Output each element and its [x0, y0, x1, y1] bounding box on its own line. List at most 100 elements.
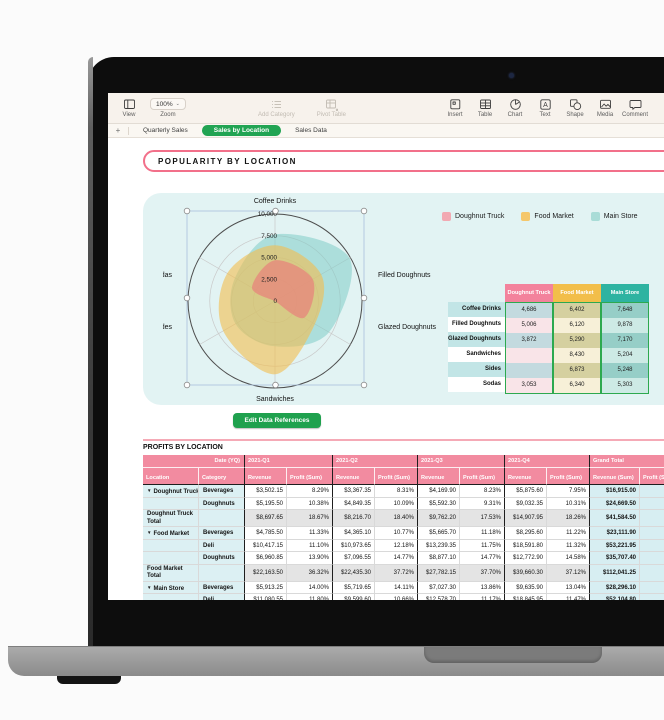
row-label[interactable]: Sodas	[448, 377, 505, 392]
pivot-sub-header[interactable]: Revenue (Sum)	[418, 468, 460, 485]
location-cell[interactable]	[143, 539, 199, 552]
value-cell[interactable]: 14.51%	[640, 552, 664, 565]
value-cell[interactable]: $28,296.10	[590, 581, 640, 594]
radar-chart[interactable]: 0 2,500 5,000 7,500 10,000 Coffee Drinks Fille…	[152, 195, 441, 405]
value-cell[interactable]: $12,772.90	[505, 552, 547, 565]
location-cell[interactable]	[143, 497, 199, 510]
table-cell[interactable]: 6,402	[554, 303, 600, 318]
value-cell[interactable]: $4,849.35	[333, 497, 375, 510]
selection-handle[interactable]	[360, 207, 368, 215]
category-cell[interactable]: Deli	[199, 539, 245, 552]
value-cell[interactable]: 10.09%	[375, 497, 418, 510]
pivot-sub-header[interactable]: Profit (Sum)	[287, 468, 333, 485]
category-cell[interactable]	[199, 564, 245, 582]
value-cell[interactable]: 10.38%	[287, 497, 333, 510]
value-cell[interactable]: 14.58%	[547, 552, 590, 565]
row-label[interactable]: Sandwiches	[448, 347, 505, 362]
value-cell[interactable]: 18.26%	[547, 510, 590, 527]
value-cell[interactable]: 9.31%	[460, 497, 505, 510]
value-cell[interactable]: 10.66%	[375, 594, 418, 600]
toolbar-item-chart[interactable]: Chart	[502, 93, 528, 118]
value-cell[interactable]: $16,915.00	[590, 485, 640, 498]
value-cell[interactable]: $24,669.50	[590, 497, 640, 510]
column-header[interactable]: Doughnut Truck	[505, 284, 553, 302]
value-cell[interactable]: 12.18%	[375, 539, 418, 552]
popularity-section-banner[interactable]: POPULARITY BY LOCATION	[143, 150, 664, 172]
add-sheet-button[interactable]: +	[115, 126, 121, 135]
toolbar-item-text[interactable]: A Text	[532, 93, 558, 118]
value-cell[interactable]: 37.12%	[547, 564, 590, 582]
value-cell[interactable]: 11.33%	[287, 527, 333, 540]
sheet-canvas[interactable]: POPULARITY BY LOCATION 0 2,500 5,000 7,500 1…	[108, 139, 664, 600]
row-label[interactable]: Filled Doughnuts	[448, 317, 505, 332]
value-cell[interactable]: 10.02%	[640, 497, 664, 510]
pivot-sub-header[interactable]: Revenue (Sum)	[333, 468, 375, 485]
toolbar-item-media[interactable]: Media	[592, 93, 618, 118]
value-cell[interactable]: $8,295.60	[505, 527, 547, 540]
table-cell[interactable]: 3,053	[506, 378, 552, 393]
value-cell[interactable]: $112,041.25	[590, 564, 640, 582]
table-cell[interactable]	[506, 348, 552, 363]
value-cell[interactable]: 18.22%	[640, 510, 664, 527]
value-cell[interactable]: $5,195.50	[245, 497, 287, 510]
value-cell[interactable]: $3,367.35	[333, 485, 375, 498]
table-cell[interactable]: 5,204	[602, 348, 648, 363]
value-cell[interactable]: 37.70%	[460, 564, 505, 582]
toolbar-item-insert[interactable]: Insert	[442, 93, 468, 118]
value-cell[interactable]: 11.32%	[547, 539, 590, 552]
selection-handle[interactable]	[360, 381, 368, 389]
zoom-level-control[interactable]: 100% ⌄	[150, 98, 186, 110]
value-cell[interactable]: 18.40%	[375, 510, 418, 527]
column-header[interactable]: Food Market	[553, 284, 601, 302]
value-cell[interactable]: $5,592.30	[418, 497, 460, 510]
table-cell[interactable]: 9,878	[602, 318, 648, 333]
category-cell[interactable]: Deli	[199, 594, 245, 600]
value-cell[interactable]: $4,785.50	[245, 527, 287, 540]
value-cell[interactable]: $5,719.65	[333, 581, 375, 594]
value-cell[interactable]: 11.17%	[460, 594, 505, 600]
disclosure-triangle-icon[interactable]: ▼	[147, 584, 152, 590]
location-cell[interactable]	[143, 552, 199, 565]
row-label[interactable]: Sides	[448, 362, 505, 377]
value-cell[interactable]: $39,660.30	[505, 564, 547, 582]
pivot-group-header[interactable]: 2021-Q1	[245, 455, 333, 468]
pivot-sub-header[interactable]: Revenue (Sum)	[590, 468, 640, 485]
value-cell[interactable]: $4,365.10	[333, 527, 375, 540]
table-cell[interactable]: 5,006	[506, 318, 552, 333]
location-cell[interactable]: Food Market Total	[143, 564, 199, 582]
value-cell[interactable]: $6,960.85	[245, 552, 287, 565]
location-cell[interactable]: Doughnut Truck Total	[143, 510, 199, 527]
value-cell[interactable]: 8.29%	[287, 485, 333, 498]
value-cell[interactable]: $27,782.15	[418, 564, 460, 582]
toolbar-item-zoom[interactable]: 100% ⌄ Zoom	[150, 93, 186, 118]
tab-sales-by-location[interactable]: Sales by Location	[201, 125, 282, 136]
value-cell[interactable]: 11.59%	[640, 539, 664, 552]
pivot-sub-header[interactable]: Location	[143, 468, 199, 485]
table-cell[interactable]: 6,120	[554, 318, 600, 333]
value-cell[interactable]: $52,104.80	[590, 594, 640, 600]
pivot-group-header[interactable]: 2021-Q4	[505, 455, 590, 468]
row-label[interactable]: Coffee Drinks	[448, 302, 505, 317]
value-cell[interactable]: 14.11%	[375, 581, 418, 594]
pivot-sub-header[interactable]: Revenue (Sum)	[505, 468, 547, 485]
location-cell[interactable]: ▼ Main Store	[143, 581, 199, 594]
table-cell[interactable]: 5,303	[602, 378, 648, 393]
value-cell[interactable]: 11.22%	[547, 527, 590, 540]
category-cell[interactable]: Beverages	[199, 581, 245, 594]
table-cell[interactable]: 4,686	[506, 303, 552, 318]
pivot-sub-header[interactable]: Revenue (Sum)	[245, 468, 287, 485]
selection-handle[interactable]	[183, 207, 191, 215]
tab-sales-data[interactable]: Sales Data	[295, 127, 327, 134]
category-cell[interactable]: Doughnuts	[199, 552, 245, 565]
value-cell[interactable]: $8,216.70	[333, 510, 375, 527]
selection-handle[interactable]	[360, 294, 368, 302]
value-cell[interactable]: 13.75%	[640, 581, 664, 594]
disclosure-triangle-icon[interactable]: ▼	[147, 488, 152, 493]
value-cell[interactable]: $9,599.60	[333, 594, 375, 600]
value-cell[interactable]: 7.95%	[547, 485, 590, 498]
value-cell[interactable]: 14.77%	[460, 552, 505, 565]
value-cell[interactable]: 18.67%	[287, 510, 333, 527]
value-cell[interactable]: 13.90%	[287, 552, 333, 565]
value-cell[interactable]: $8,697.65	[245, 510, 287, 527]
radar-chart-card[interactable]: 0 2,500 5,000 7,500 10,000 Coffee Drinks Fille…	[143, 193, 664, 405]
